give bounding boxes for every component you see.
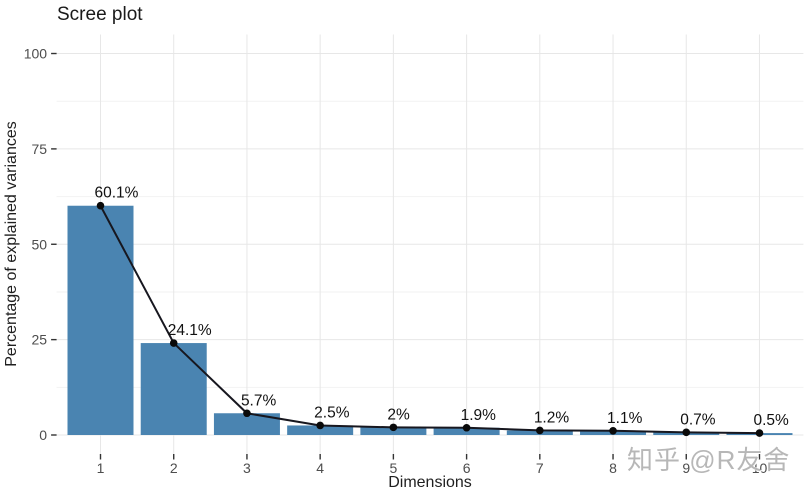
value-label: 1.9% — [461, 407, 497, 424]
y-axis-tick-label: 100 — [24, 46, 48, 62]
x-axis-tick-label: 8 — [609, 460, 617, 476]
x-axis-tick-label: 4 — [316, 460, 324, 476]
x-axis-tick-label: 3 — [243, 460, 251, 476]
bar-dim-1 — [67, 205, 134, 435]
value-label: 2.5% — [314, 404, 350, 421]
y-axis-tick-label: 50 — [32, 236, 48, 252]
x-axis-tick-label: 1 — [97, 460, 105, 476]
data-point-dim-7 — [536, 426, 544, 435]
data-point-dim-8 — [609, 427, 617, 435]
value-label: 1.1% — [607, 410, 643, 427]
value-label: 2% — [387, 406, 410, 423]
value-label: 1.2% — [534, 409, 570, 426]
value-label: 60.1% — [95, 185, 139, 202]
value-label: 5.7% — [241, 392, 277, 409]
x-axis-tick-label: 7 — [536, 460, 544, 476]
bar-dim-5 — [360, 427, 427, 435]
data-point-dim-2 — [169, 339, 178, 347]
data-point-dim-5 — [389, 423, 398, 432]
data-point-dim-10 — [755, 429, 764, 437]
value-label: 24.1% — [168, 322, 212, 339]
data-point-dim-4 — [316, 421, 324, 430]
value-label: 0.5% — [753, 412, 789, 429]
x-axis-tick-label: 10 — [752, 460, 768, 476]
y-axis-tick-label: 25 — [32, 332, 48, 348]
x-axis-tick-label: 6 — [463, 460, 471, 476]
value-label: 0.7% — [680, 411, 716, 428]
page-title: Scree plot — [57, 4, 143, 25]
x-axis-tick-label: 9 — [682, 460, 690, 476]
x-axis-title: Dimensions — [388, 474, 472, 491]
y-axis-tick-label: 0 — [39, 427, 47, 443]
data-point-dim-9 — [682, 428, 691, 437]
y-axis-tick-label: 75 — [32, 141, 48, 157]
bar-dim-4 — [287, 425, 354, 435]
x-axis-tick-label: 2 — [170, 460, 178, 476]
data-point-dim-1 — [96, 201, 105, 210]
x-axis-tick-label: 5 — [389, 460, 397, 476]
scree-line — [99, 205, 760, 435]
data-point-dim-6 — [462, 423, 471, 432]
bar-dim-2 — [140, 343, 207, 435]
data-point-dim-3 — [243, 409, 251, 418]
bar-dim-3 — [213, 413, 280, 435]
